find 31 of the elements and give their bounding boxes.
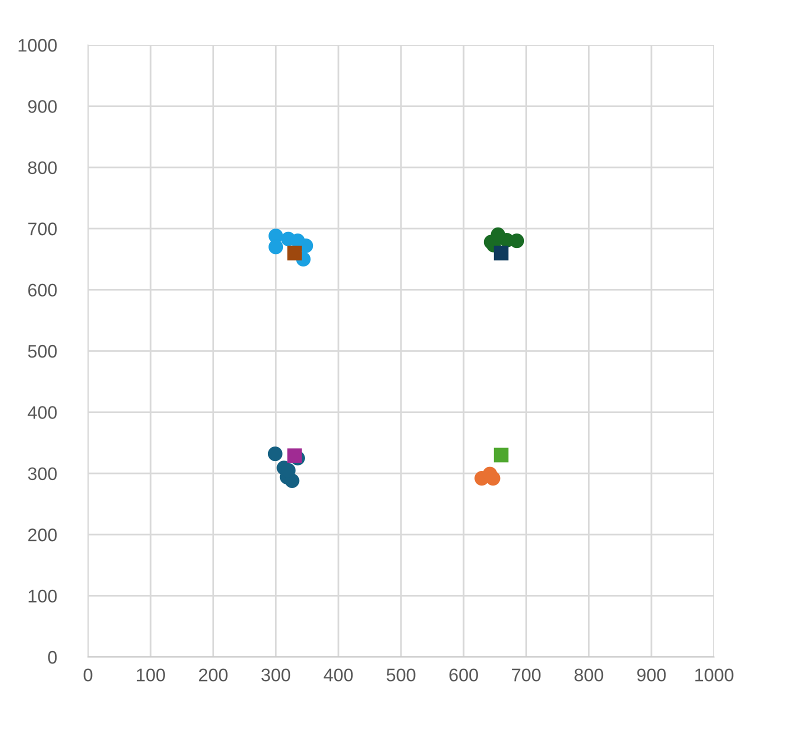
y-tick-label: 1000 [18, 38, 57, 52]
x-tick-label: 400 [324, 668, 353, 682]
x-tick-label: 100 [136, 668, 165, 682]
point [494, 246, 508, 260]
y-tick-label: 300 [28, 467, 57, 480]
point [486, 471, 500, 486]
y-tick-label: 600 [28, 284, 57, 297]
point [287, 448, 302, 463]
x-tick-label: 200 [199, 668, 228, 682]
x-tick-label: 300 [261, 668, 290, 682]
y-tick-label: 100 [28, 590, 57, 603]
y-tick-label: 900 [28, 100, 57, 113]
point [268, 446, 282, 462]
x-tick-label: 500 [386, 668, 416, 682]
x-tick-label: 800 [574, 668, 604, 682]
y-tick-label: 800 [28, 161, 57, 174]
point [490, 227, 506, 242]
x-tick-label: 600 [449, 668, 478, 682]
point [268, 240, 284, 254]
x-tick-label: 0 [84, 668, 92, 682]
y-tick-label: 500 [28, 344, 57, 358]
x-tick-label: 700 [512, 668, 541, 682]
point [494, 448, 508, 462]
y-tick-label: 200 [28, 528, 57, 542]
y-tick-label: 400 [28, 406, 57, 419]
x-tick-label: 1000 [695, 668, 734, 682]
point [287, 246, 302, 260]
y-tick-label: 0 [48, 650, 57, 664]
x-tick-label: 900 [637, 668, 666, 682]
y-tick-label: 700 [28, 222, 57, 236]
point [510, 234, 524, 248]
